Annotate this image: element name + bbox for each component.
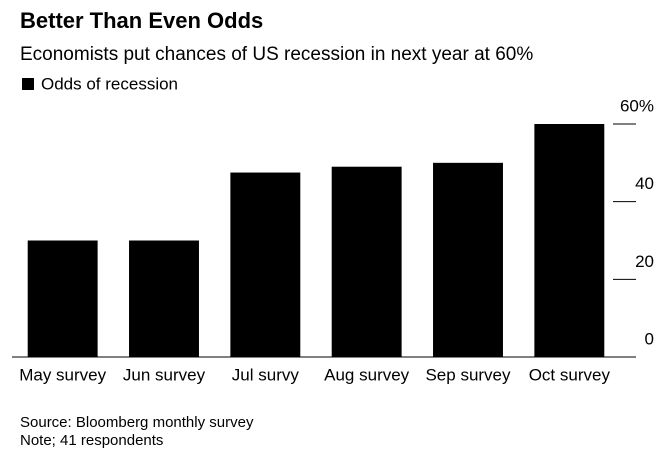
- y-tick-label: 0: [645, 329, 654, 348]
- x-tick-label: Jul survy: [232, 365, 300, 384]
- bar: [534, 124, 605, 357]
- x-tick-label: May survey: [19, 365, 106, 384]
- y-tick-label: 60%: [620, 96, 654, 115]
- x-tick-label: Oct survey: [529, 365, 611, 384]
- bar: [230, 172, 301, 357]
- note: Note; 41 respondents: [20, 432, 163, 449]
- chart-title: Better Than Even Odds: [20, 8, 263, 33]
- bar: [27, 240, 98, 357]
- source: Source: Bloomberg monthly survey: [20, 414, 254, 431]
- x-tick-label: Jun survey: [123, 365, 206, 384]
- legend-label: Odds of recession: [41, 74, 178, 93]
- y-tick-label: 40: [635, 174, 654, 193]
- x-tick-label: Sep survey: [425, 365, 511, 384]
- legend-swatch: [22, 78, 34, 90]
- y-tick-label: 20: [635, 252, 654, 271]
- chart-subtitle: Economists put chances of US recession i…: [20, 44, 533, 65]
- bar: [129, 240, 199, 357]
- x-tick-label: Aug survey: [324, 365, 410, 384]
- bar: [331, 166, 402, 357]
- bar: [433, 162, 503, 357]
